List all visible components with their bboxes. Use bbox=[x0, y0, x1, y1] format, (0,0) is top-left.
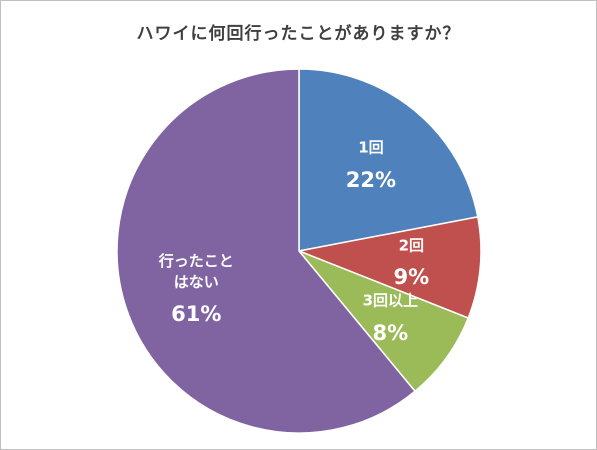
value-label: 61% bbox=[171, 301, 222, 326]
pie-slice bbox=[296, 216, 482, 319]
pie-slice bbox=[298, 250, 470, 393]
slice-label: 3回以上 bbox=[362, 291, 418, 310]
slice-label: 行ったことはない bbox=[158, 251, 234, 291]
pie-slice bbox=[116, 68, 417, 434]
slice-label: 1回 bbox=[358, 138, 384, 157]
chart-title: ハワイに何回行ったことがありますか？ bbox=[136, 24, 461, 44]
pie-slice bbox=[298, 68, 479, 252]
value-label: 8% bbox=[372, 320, 409, 345]
value-label: 9% bbox=[393, 265, 430, 290]
slice-label: 2回 bbox=[398, 236, 425, 255]
value-label: 22% bbox=[345, 167, 397, 192]
